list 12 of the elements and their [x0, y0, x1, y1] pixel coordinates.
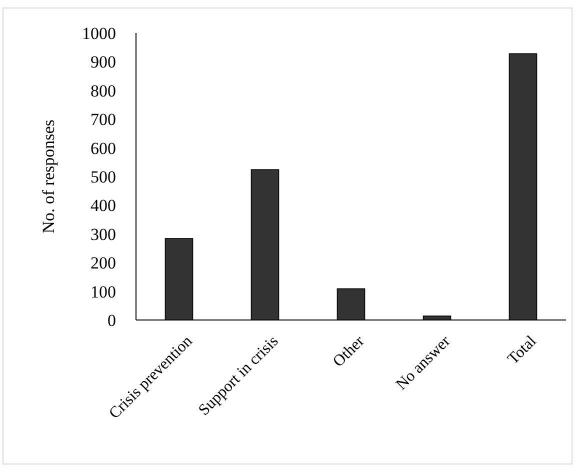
y-tick-label: 200 [90, 254, 116, 273]
y-tick-label: 100 [90, 282, 116, 302]
y-tick-label: 1000 [82, 24, 116, 43]
y-tick-label: 0 [108, 310, 116, 330]
y-tick-label: 400 [90, 196, 116, 216]
y-tick-label: 800 [90, 81, 116, 100]
y-tick-label: 900 [90, 52, 116, 72]
y-axis-title: No. of responses [39, 120, 58, 234]
y-tick-label: 700 [90, 110, 116, 130]
y-tick-label: 300 [90, 224, 116, 244]
y-tick-label: 600 [90, 138, 116, 158]
y-tick-label: 500 [90, 167, 116, 186]
